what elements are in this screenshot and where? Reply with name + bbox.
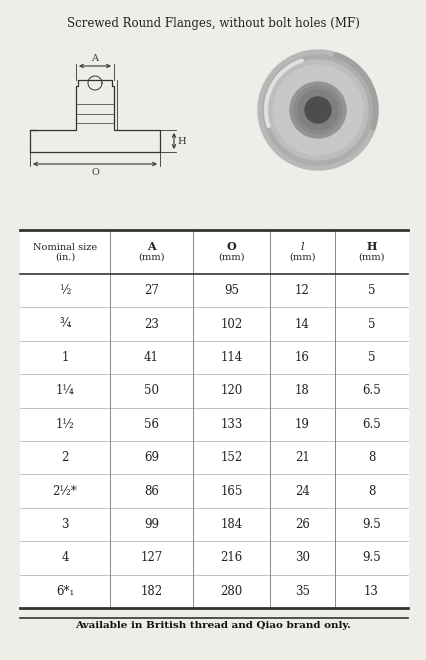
Text: 14: 14 xyxy=(294,317,309,331)
Text: 24: 24 xyxy=(294,484,309,498)
Text: 5: 5 xyxy=(367,284,374,297)
Text: 19: 19 xyxy=(294,418,309,431)
Text: 56: 56 xyxy=(144,418,158,431)
Bar xyxy=(20,230,407,608)
Text: H: H xyxy=(366,242,376,253)
Circle shape xyxy=(289,82,345,138)
Text: A: A xyxy=(91,54,98,63)
Text: 41: 41 xyxy=(144,351,158,364)
Circle shape xyxy=(294,86,341,134)
Text: 99: 99 xyxy=(144,518,158,531)
Text: 1¼: 1¼ xyxy=(55,384,74,397)
Text: Nominal size: Nominal size xyxy=(33,242,97,251)
Text: 9.5: 9.5 xyxy=(361,551,380,564)
Text: 12: 12 xyxy=(294,284,309,297)
Text: O: O xyxy=(226,242,236,253)
Text: 216: 216 xyxy=(220,551,242,564)
Text: l: l xyxy=(300,242,304,252)
Text: 133: 133 xyxy=(220,418,242,431)
Text: (mm): (mm) xyxy=(357,253,384,261)
Text: 127: 127 xyxy=(140,551,162,564)
Text: (mm): (mm) xyxy=(218,253,244,261)
Text: 9.5: 9.5 xyxy=(361,518,380,531)
Text: 8: 8 xyxy=(367,451,374,464)
Text: ¾: ¾ xyxy=(59,317,71,331)
Text: (mm): (mm) xyxy=(288,253,315,261)
Text: 2½*: 2½* xyxy=(52,484,77,498)
Text: 86: 86 xyxy=(144,484,158,498)
Text: 13: 13 xyxy=(363,585,378,598)
Text: 69: 69 xyxy=(144,451,158,464)
Text: H: H xyxy=(177,137,185,145)
Text: ½: ½ xyxy=(59,284,71,297)
Circle shape xyxy=(272,65,362,155)
Circle shape xyxy=(268,60,367,160)
Text: 35: 35 xyxy=(294,585,309,598)
Text: 152: 152 xyxy=(220,451,242,464)
Text: 6.5: 6.5 xyxy=(361,418,380,431)
Text: Screwed Round Flanges, without bolt holes (MF): Screwed Round Flanges, without bolt hole… xyxy=(66,17,359,30)
Text: (in.): (in.) xyxy=(55,253,75,261)
Text: 102: 102 xyxy=(220,317,242,331)
Circle shape xyxy=(297,90,337,130)
Text: 30: 30 xyxy=(294,551,309,564)
Text: 1½: 1½ xyxy=(55,418,74,431)
Text: Available in British thread and Qiao brand only.: Available in British thread and Qiao bra… xyxy=(75,622,350,630)
Text: (mm): (mm) xyxy=(138,253,164,261)
Circle shape xyxy=(304,97,330,123)
Text: 50: 50 xyxy=(144,384,158,397)
Circle shape xyxy=(262,55,372,165)
Text: 184: 184 xyxy=(220,518,242,531)
Text: 8: 8 xyxy=(367,484,374,498)
Text: A: A xyxy=(147,242,155,253)
Text: 280: 280 xyxy=(220,585,242,598)
Text: 6*₁: 6*₁ xyxy=(56,585,74,598)
Text: 16: 16 xyxy=(294,351,309,364)
Text: 23: 23 xyxy=(144,317,158,331)
Text: 27: 27 xyxy=(144,284,158,297)
Text: 165: 165 xyxy=(220,484,242,498)
Text: 114: 114 xyxy=(220,351,242,364)
Text: 3: 3 xyxy=(61,518,69,531)
Text: 2: 2 xyxy=(61,451,69,464)
Text: 18: 18 xyxy=(294,384,309,397)
Text: 5: 5 xyxy=(367,351,374,364)
Text: 6.5: 6.5 xyxy=(361,384,380,397)
Text: 21: 21 xyxy=(294,451,309,464)
Text: 4: 4 xyxy=(61,551,69,564)
Text: 95: 95 xyxy=(224,284,239,297)
Text: 182: 182 xyxy=(140,585,162,598)
Text: 26: 26 xyxy=(294,518,309,531)
Circle shape xyxy=(257,50,377,170)
Text: 1: 1 xyxy=(61,351,69,364)
Text: O: O xyxy=(91,168,99,177)
Text: 5: 5 xyxy=(367,317,374,331)
Text: 120: 120 xyxy=(220,384,242,397)
